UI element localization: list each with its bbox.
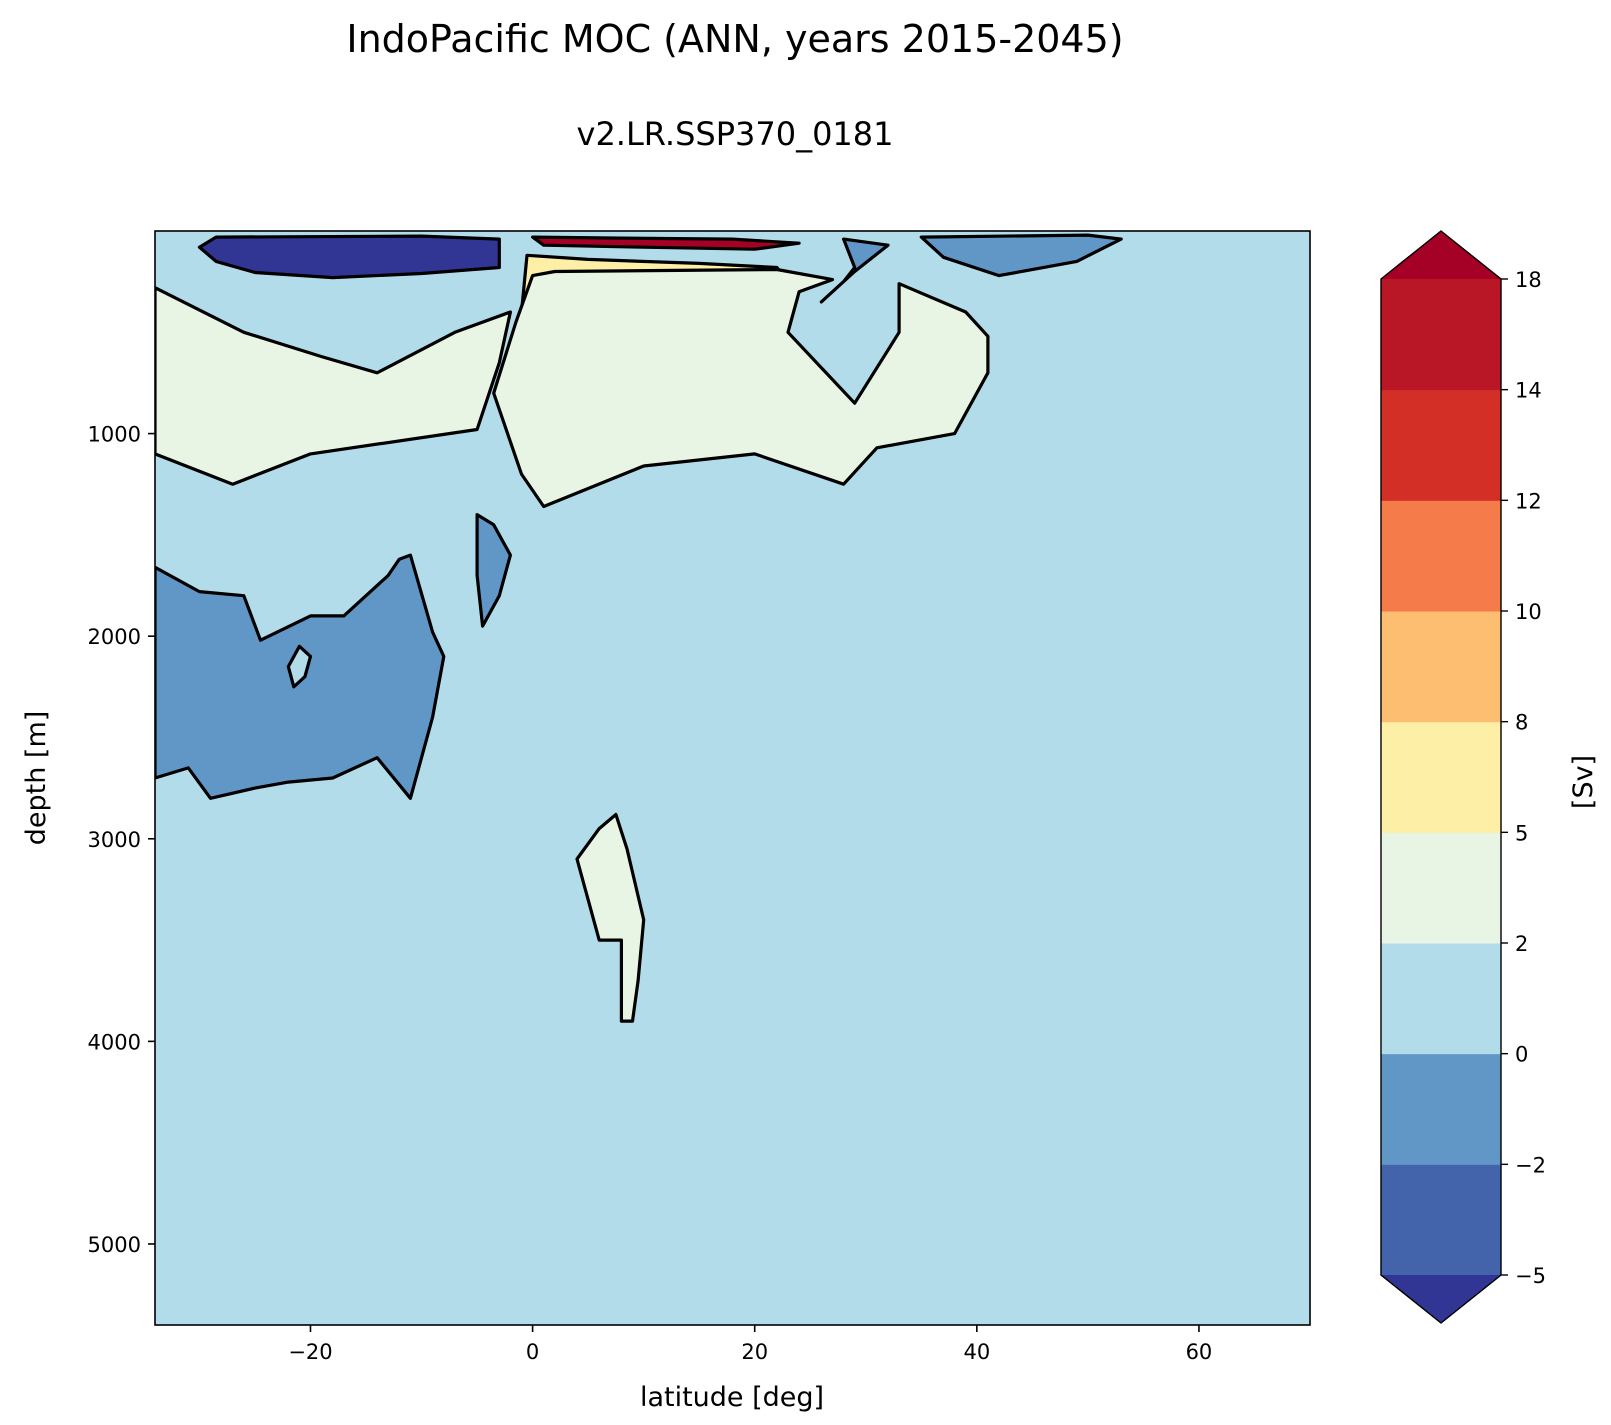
colorbar-tick-label: 8 [1515,711,1528,735]
colorbar-band [1381,279,1501,391]
colorbar-tick-label: 2 [1515,932,1528,956]
y-axis-label: depth [m] [21,711,52,846]
colorbar-band [1381,943,1501,1055]
contour-region-upper-2-5-layer [155,286,512,486]
x-axis-ticks: −20 0 20 40 60 [288,1325,1212,1364]
contour-region-north-2-5-layer [492,267,990,509]
contour-region-deep-south-negative-island [286,644,313,689]
y-tick-label: 5000 [88,1233,141,1257]
plot-frame [154,230,1311,1326]
x-tick-label: 60 [1186,1340,1213,1364]
colorbar-band [1381,832,1501,944]
plot-area: −20 0 20 40 60 1000 2000 3000 4000 5000 [88,230,1311,1364]
x-axis-label: latitude [deg] [640,1382,824,1413]
contour-region-mid-depth-negative-patch [475,512,512,628]
colorbar-extend-over [1381,231,1501,279]
x-tick-label: 40 [963,1340,990,1364]
colorbar-band [1381,389,1501,501]
x-tick-label: 20 [741,1340,768,1364]
colorbar-band [1381,611,1501,723]
colorbar-band [1381,721,1501,833]
y-tick-label: 1000 [88,423,141,447]
x-tick-label: −20 [288,1340,332,1364]
y-axis-ticks: 1000 2000 3000 4000 5000 [88,423,155,1257]
colorbar-tick-label: −2 [1515,1153,1546,1177]
contour-regions [155,233,1123,1023]
colorbar-tick-label: 12 [1515,489,1542,513]
colorbar-tick-label: −5 [1515,1264,1546,1288]
colorbar-tick-label: 5 [1515,821,1528,845]
colorbar-band [1381,1164,1501,1276]
y-tick-label: 3000 [88,828,141,852]
y-tick-label: 4000 [88,1030,141,1054]
contour-region-north-upper-negative-2 [919,233,1123,278]
contour-region-deep-positive-tongue [575,812,646,1023]
x-tick-label: 0 [526,1340,539,1364]
colorbar-tick-label: 0 [1515,1043,1528,1067]
colorbar-extend-under [1381,1275,1501,1323]
chart-subtitle: v2.LR.SSP370_0181 [577,115,894,153]
y-tick-label: 2000 [88,625,141,649]
colorbar-tick-label: 10 [1515,600,1542,624]
contour-region-negative-cell-south [197,234,501,280]
contour-region-positive-cell-north-core [530,235,801,251]
colorbar-band [1381,500,1501,612]
colorbar-label: [Sv] [1568,755,1599,809]
chart-title: IndoPacific MOC (ANN, years 2015-2045) [346,17,1123,61]
colorbar: −5 −2 0 2 5 8 10 12 14 18 [1380,230,1546,1324]
colorbar-tick-label: 18 [1515,268,1542,292]
colorbar-band [1381,1053,1501,1165]
colorbar-tick-label: 14 [1515,379,1542,403]
contour-region-north-upper-negative [819,237,890,304]
